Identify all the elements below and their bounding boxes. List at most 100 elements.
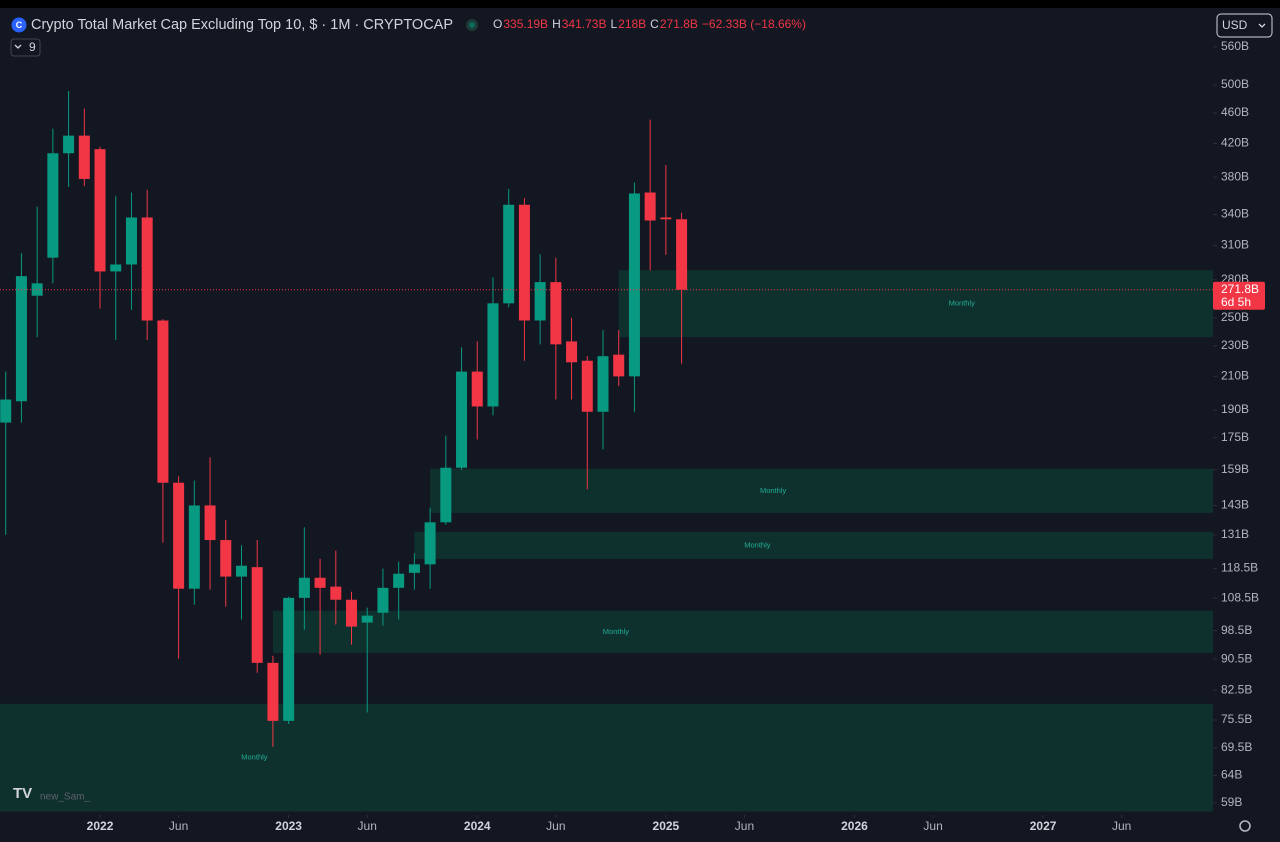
candle-body [94, 149, 106, 272]
ohlc-key: H [552, 17, 561, 31]
last-price-tag [1213, 281, 1265, 310]
market-status[interactable] [466, 19, 478, 31]
candle-body [503, 204, 515, 304]
chart-title: Crypto Total Market Cap Excluding Top 10… [31, 17, 453, 33]
candle-body [471, 371, 483, 407]
candle-body [220, 540, 232, 577]
x-tick-label: Jun [923, 819, 942, 833]
symbol-icon-glyph: C [16, 20, 23, 30]
candle-body [0, 399, 12, 423]
y-tick-label: 560B [1221, 39, 1249, 53]
y-tick-label: 118.5B [1221, 561, 1258, 575]
candle-body [534, 282, 546, 321]
ohlc-value: 341.73B [562, 17, 607, 31]
candle-body [267, 662, 279, 721]
y-tick-label: 250B [1221, 310, 1249, 324]
zone-label: Monthly [241, 753, 268, 762]
ohlc-value: 335.19B [503, 17, 548, 31]
settings-button[interactable] [1239, 820, 1251, 832]
candle-body [283, 597, 295, 721]
candle-body [204, 505, 216, 541]
x-tick-label: Jun [735, 819, 754, 833]
overlay: C Crypto Total Market Cap Excluding Top … [10, 13, 1273, 832]
chevron [14, 44, 22, 49]
candle-body [518, 204, 530, 321]
ohlc-value: 218B [618, 17, 646, 31]
candle-body [346, 599, 358, 627]
ohlc-key: C [650, 17, 659, 31]
candle-body [581, 360, 593, 412]
zone-label: Monthly [603, 627, 630, 636]
candle-body [78, 135, 90, 179]
candle-body [47, 153, 59, 258]
y-tick-label: 190B [1221, 402, 1249, 416]
zone [414, 531, 1213, 559]
x-tick-label: Jun [1112, 819, 1131, 833]
candle-body [597, 356, 609, 412]
zone-label: Monthly [949, 299, 976, 308]
plot-area: Monthly Monthly Monthly Monthly Monthly [0, 91, 1213, 812]
y-tick-label: 175B [1221, 430, 1249, 444]
candle-body [157, 320, 169, 483]
x-tick-label: Jun [546, 819, 565, 833]
candle-body [456, 371, 468, 468]
x-tick-label: 2022 [87, 819, 114, 833]
candle-body [487, 303, 499, 407]
countdown: 6d 5h [1221, 295, 1251, 309]
currency-chevron [1258, 23, 1266, 28]
y-tick-label: 90.5B [1221, 651, 1252, 665]
zone [430, 468, 1213, 513]
currency-button[interactable] [1216, 13, 1273, 38]
top-border [0, 0, 1280, 8]
candle-body [314, 577, 326, 588]
candle-body [440, 467, 452, 523]
candle-body [63, 135, 75, 154]
x-tick-label: 2024 [464, 819, 491, 833]
symbol-icon [11, 17, 27, 33]
indicator-toggle[interactable] [10, 38, 41, 57]
y-tick-label: 143B [1221, 498, 1249, 512]
y-tick-label: 69.5B [1221, 740, 1252, 754]
y-tick-label: 131B [1221, 527, 1249, 541]
y-tick-label: 108.5B [1221, 590, 1259, 604]
y-tick-label: 75.5B [1221, 712, 1252, 726]
y-tick-label: 59B [1221, 795, 1242, 809]
candle-body [188, 505, 200, 589]
ohlc-value: 271.8B [660, 17, 698, 31]
y-tick-label: 210B [1221, 369, 1249, 383]
candle-body [110, 264, 122, 272]
zone [0, 703, 1213, 812]
candle-body [15, 276, 27, 402]
candle-body [125, 217, 137, 265]
candle-body [393, 573, 405, 588]
zone [618, 270, 1213, 338]
candle-body [31, 283, 43, 296]
candle-body [361, 615, 373, 623]
candle-body [141, 217, 153, 321]
y-tick-label: 420B [1221, 136, 1249, 150]
x-tick-label: Jun [169, 819, 188, 833]
y-tick-label: 64B [1221, 768, 1242, 782]
candle-body [251, 567, 263, 663]
y-tick-label: 230B [1221, 338, 1249, 352]
ohlc-key: L [610, 17, 617, 31]
y-tick-label: 98.5B [1221, 623, 1252, 637]
y-tick-label: 159B [1221, 462, 1249, 476]
candle-body [566, 341, 578, 363]
ohlc-change: −62.33B (−18.66%) [702, 17, 806, 31]
x-tick-label: 2023 [275, 819, 302, 833]
y-tick-label: 82.5B [1221, 682, 1252, 696]
candle-body [424, 522, 436, 565]
candle-body [660, 217, 672, 220]
watermark: new_Sam_ [40, 792, 90, 803]
candle-body [298, 577, 310, 598]
y-tick-label: 500B [1221, 77, 1249, 91]
ohlc-legend: O 335.19B H 341.73B L 218B C 271.8B −62.33B (−18… [493, 17, 806, 31]
x-tick-label: 2027 [1030, 819, 1057, 833]
candle-body [377, 587, 389, 613]
candle-body [330, 586, 342, 600]
candle-body [235, 565, 247, 577]
